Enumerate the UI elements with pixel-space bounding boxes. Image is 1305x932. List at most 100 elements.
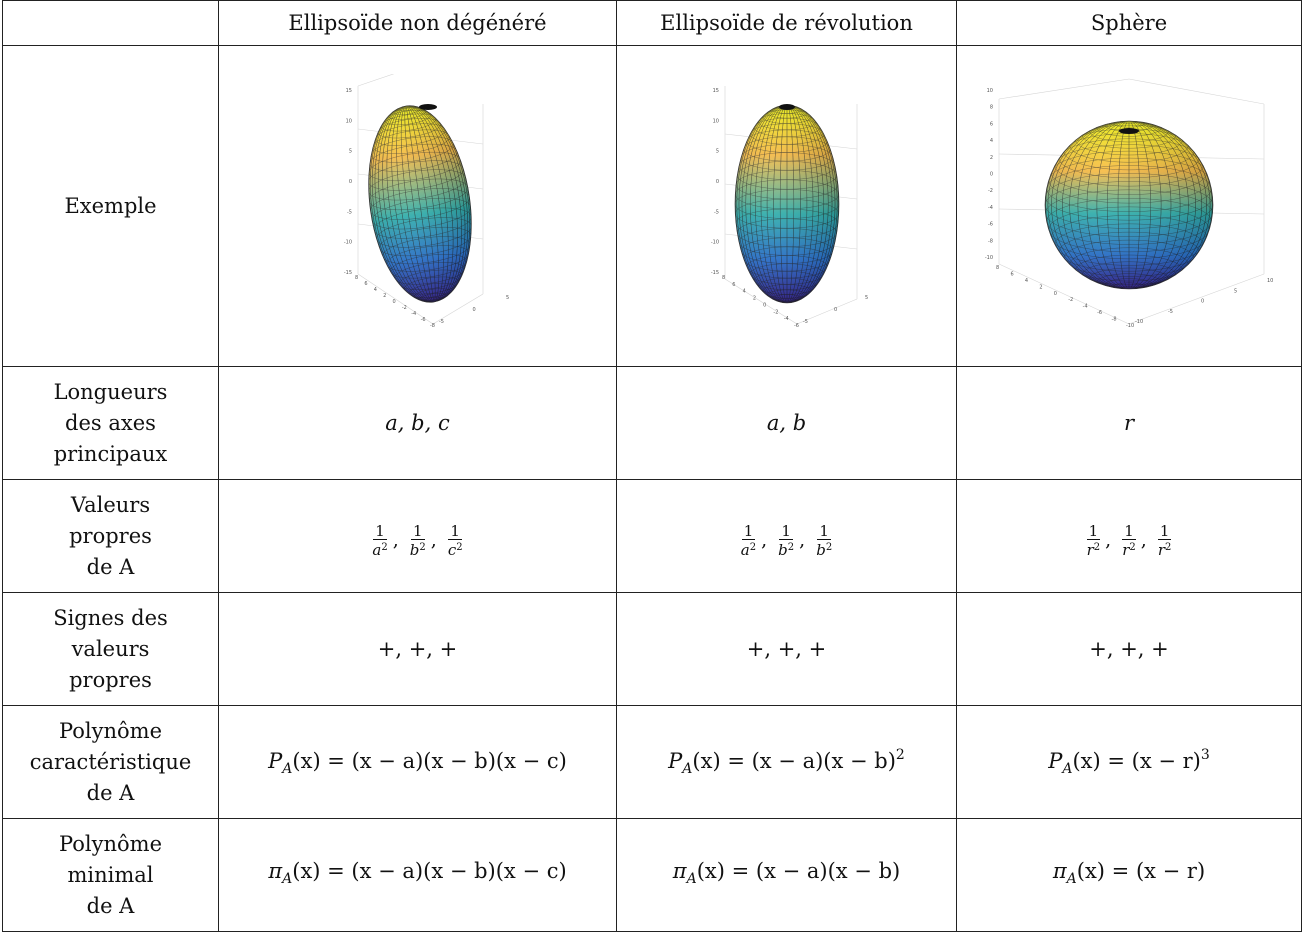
- tick-label: 10: [712, 118, 718, 124]
- tick-label: -4: [783, 316, 788, 322]
- tick-label: 5: [715, 148, 718, 154]
- signes-value-3: +, +, +: [957, 593, 1302, 706]
- tick-label: 6: [990, 121, 993, 127]
- label-line: propres: [9, 665, 212, 696]
- row-label-valeurs: Valeurs propres de A: [3, 480, 219, 593]
- tick-label: 5: [865, 295, 868, 301]
- axes-value-3: r: [957, 367, 1302, 480]
- label-line: de A: [9, 891, 212, 922]
- row-label-caracteristique: Polynôme caractéristique de A: [3, 706, 219, 819]
- tick-label: 0: [348, 179, 351, 185]
- tick-label: -2: [988, 188, 993, 194]
- tick-label: -2: [401, 305, 406, 311]
- tick-label: 4: [373, 287, 376, 293]
- tick-label: -6: [988, 221, 993, 227]
- tick-label: 5: [1234, 288, 1237, 294]
- tick-label: 10: [345, 118, 351, 124]
- tick-label: 0: [763, 302, 766, 308]
- minimal-value-3: πA(x) = (x − r): [957, 819, 1302, 932]
- tick-label: 8: [990, 104, 993, 110]
- tick-label: 0: [472, 307, 475, 313]
- axes-value-1: a, b, c: [219, 367, 617, 480]
- header-ellipsoide-revolution: Ellipsoïde de révolution: [617, 1, 957, 46]
- label-line: Signes des: [9, 603, 212, 634]
- tick-label: -10: [343, 239, 351, 245]
- tick-label: 8: [355, 275, 358, 281]
- tick-label: -5: [439, 319, 444, 325]
- caracteristique-value-3: PA(x) = (x − r)3: [957, 706, 1302, 819]
- caracteristique-value-1: PA(x) = (x − a)(x − b)(x − c): [219, 706, 617, 819]
- header-sphere: Sphère: [957, 1, 1302, 46]
- row-label-exemple: Exemple: [3, 46, 219, 367]
- tick-label: 15: [712, 88, 718, 94]
- tick-label: 6: [1010, 271, 1013, 277]
- pole-2: [779, 104, 795, 110]
- label-line: de A: [9, 552, 212, 583]
- tick-label: -5: [347, 209, 352, 215]
- tick-label: 6: [364, 281, 367, 287]
- header-row: Ellipsoïde non dégénéré Ellipsoïde de ré…: [3, 1, 1302, 46]
- row-exemple: Exemple: [3, 46, 1302, 367]
- label-line: principaux: [9, 439, 212, 470]
- tick-label: 0: [715, 179, 718, 185]
- tick-label: 2: [383, 293, 386, 299]
- row-label-signes: Signes des valeurs propres: [3, 593, 219, 706]
- label-line: Polynôme: [9, 716, 212, 747]
- tick-label: 0: [834, 307, 837, 313]
- tick-label: 0: [1201, 298, 1204, 304]
- tick-label: 2: [752, 295, 755, 301]
- tick-label: -15: [343, 270, 351, 276]
- label-line: Longueurs: [9, 377, 212, 408]
- tick-label: 4: [990, 138, 993, 144]
- tick-label: 8: [722, 275, 725, 281]
- axes-value-2: a, b: [617, 367, 957, 480]
- tick-label: -6: [420, 317, 425, 323]
- signes-value-2: +, +, +: [617, 593, 957, 706]
- header-cell-empty: [3, 1, 219, 46]
- label-line: caractéristique: [9, 747, 212, 778]
- tick-label: 4: [1025, 277, 1028, 283]
- row-signes: Signes des valeurs propres +, +, + +, +,…: [3, 593, 1302, 706]
- tick-label: 10: [1267, 278, 1273, 284]
- caracteristique-value-2: PA(x) = (x − a)(x − b)2: [617, 706, 957, 819]
- tick-label: 0: [990, 171, 993, 177]
- tick-label: -15: [710, 270, 718, 276]
- tick-label: 6: [732, 281, 735, 287]
- header-ellipsoide-non-degenere: Ellipsoïde non dégénéré: [219, 1, 617, 46]
- y-ticks-2: -505: [803, 295, 868, 325]
- tick-label: 0: [1054, 290, 1057, 296]
- label-line: Valeurs: [9, 490, 212, 521]
- tick-label: -4: [1083, 303, 1088, 309]
- tick-label: -6: [1097, 310, 1102, 316]
- tick-label: -8: [430, 323, 435, 329]
- minimal-value-1: πA(x) = (x − a)(x − b)(x − c): [219, 819, 617, 932]
- row-axes: Longueurs des axes principaux a, b, c a,…: [3, 367, 1302, 480]
- label-line: propres: [9, 521, 212, 552]
- tick-label: 0: [392, 299, 395, 305]
- tick-label: -10: [985, 255, 993, 261]
- row-polynome-minimal: Polynôme minimal de A πA(x) = (x − a)(x …: [3, 819, 1302, 932]
- tick-label: 5: [348, 148, 351, 154]
- tick-label: -10: [710, 239, 718, 245]
- tick-label: -10: [1126, 323, 1134, 329]
- tick-label: 5: [506, 295, 509, 301]
- tick-label: -6: [794, 323, 799, 329]
